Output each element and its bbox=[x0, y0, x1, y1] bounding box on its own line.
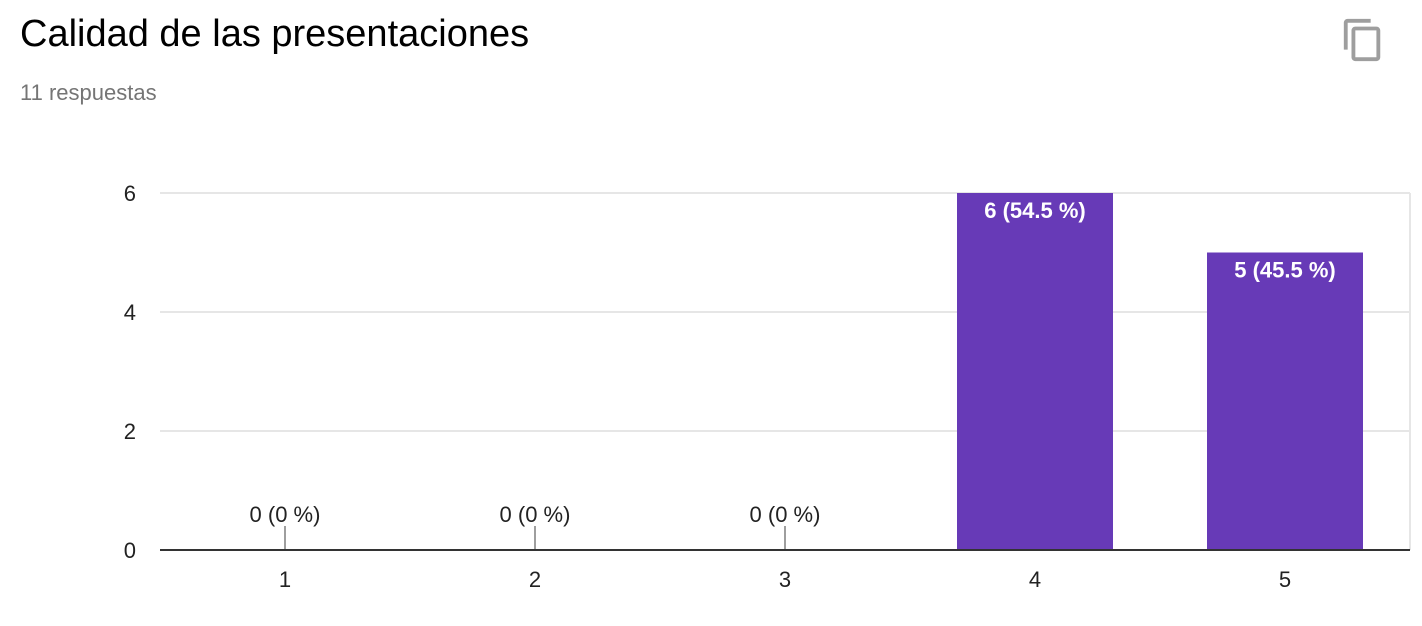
y-tick-label: 2 bbox=[124, 419, 136, 444]
data-label: 0 (0 %) bbox=[500, 502, 571, 527]
data-label: 0 (0 %) bbox=[750, 502, 821, 527]
x-tick-label: 5 bbox=[1279, 567, 1291, 592]
copy-icon bbox=[1343, 18, 1381, 62]
data-label: 5 (45.5 %) bbox=[1234, 258, 1336, 283]
y-tick-label: 0 bbox=[124, 538, 136, 563]
chart-title: Calidad de las presentaciones bbox=[20, 13, 530, 55]
x-tick-label: 4 bbox=[1029, 567, 1041, 592]
copy-chart-button[interactable] bbox=[1340, 17, 1386, 63]
response-count: 11 respuestas bbox=[20, 80, 157, 105]
x-tick-label: 3 bbox=[779, 567, 791, 592]
x-tick-label: 2 bbox=[529, 567, 541, 592]
data-label: 0 (0 %) bbox=[250, 502, 321, 527]
bar-5 bbox=[1207, 252, 1363, 550]
y-tick-label: 4 bbox=[124, 300, 136, 325]
y-tick-label: 6 bbox=[124, 181, 136, 206]
bar-4 bbox=[957, 193, 1113, 550]
x-tick-label: 1 bbox=[279, 567, 291, 592]
data-label: 6 (54.5 %) bbox=[984, 198, 1086, 223]
